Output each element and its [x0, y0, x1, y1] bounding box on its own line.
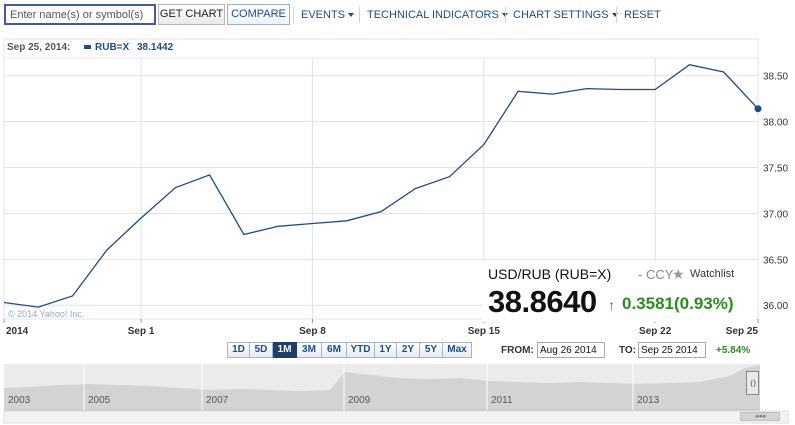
hover-marker	[754, 105, 762, 113]
hover-date: Sep 25, 2014:	[7, 42, 71, 53]
chevron-down-icon	[348, 13, 355, 17]
hover-series-value: 38.1442	[137, 42, 174, 53]
get-chart-button[interactable]: GET CHART	[158, 4, 225, 25]
chart-settings-menu-label: CHART SETTINGS	[513, 9, 609, 21]
quote-ccy: - CCY	[638, 267, 674, 282]
range-button-5y[interactable]: 5Y	[420, 342, 443, 358]
navigator-year-label: 2009	[348, 395, 371, 406]
range-button-ytd[interactable]: YTD	[347, 342, 375, 358]
range-button-5d[interactable]: 5D	[250, 342, 273, 358]
technical-indicators-menu[interactable]: TECHNICAL INDICATORS	[367, 9, 508, 21]
quote-box: USD/RUB (RUB=X) - CCY ★ Watchlist 38.864…	[482, 262, 757, 322]
drag-handle-icon: ⟨⟩	[750, 379, 757, 388]
navigator-year-label: 2003	[8, 395, 31, 406]
arrow-up-icon: ↑	[608, 297, 615, 313]
series-swatch	[84, 45, 91, 49]
y-tick-label: 37.50	[763, 164, 788, 175]
x-tick-label: Sep 22	[639, 326, 672, 337]
reset-button[interactable]: RESET	[624, 9, 661, 21]
range-button-3m[interactable]: 3M	[297, 342, 322, 358]
y-tick-label: 36.50	[763, 255, 788, 266]
x-tick-label: Sep 15	[468, 326, 501, 337]
navigator-scrollbar-thumb[interactable]: ◂◂◂	[740, 412, 780, 421]
y-tick-label: 38.00	[763, 118, 788, 129]
x-tick-label: Sep 1	[128, 326, 155, 337]
range-button-6m[interactable]: 6M	[322, 342, 347, 358]
range-button-2y[interactable]: 2Y	[397, 342, 420, 358]
x-tick-label: Sep 25	[726, 326, 759, 337]
chart-settings-menu[interactable]: CHART SETTINGS	[513, 9, 618, 21]
chart-toolbar: GET CHART COMPARE EVENTS TECHNICAL INDIC…	[0, 0, 795, 30]
range-selector: 1D 5D 1M 3M 6M YTD 1Y 2Y 5Y Max	[227, 342, 472, 358]
y-tick-label: 37.00	[763, 209, 788, 220]
quote-price: 38.8640	[488, 284, 597, 319]
toolbar-divider	[293, 7, 294, 23]
hover-series-label: RUB=X	[95, 42, 130, 53]
star-icon[interactable]: ★	[672, 266, 685, 282]
toolbar-divider	[505, 7, 506, 23]
chevron-down-icon	[611, 13, 618, 17]
navigator-scrollbar-track[interactable]	[3, 410, 789, 424]
y-tick-label: 38.50	[763, 72, 788, 83]
navigator-history-area	[4, 365, 760, 410]
chevron-down-icon	[501, 13, 508, 17]
navigator-year-label: 2013	[637, 395, 660, 406]
from-label: FROM:	[501, 345, 534, 356]
to-label: TO:	[619, 345, 637, 356]
technical-indicators-menu-label: TECHNICAL INDICATORS	[367, 9, 499, 21]
toolbar-divider	[359, 7, 360, 23]
x-tick-label: Sep 8	[299, 326, 326, 337]
range-button-1d[interactable]: 1D	[227, 342, 250, 358]
navigator-year-label: 2007	[206, 395, 229, 406]
navigator-year-label: 2005	[88, 395, 111, 406]
period-percent-change: +5.84%	[716, 345, 751, 356]
x-tick-label: 2014	[6, 326, 29, 337]
toolbar-divider	[616, 7, 617, 23]
range-button-1m[interactable]: 1M	[273, 342, 297, 358]
quote-change: 0.3581(0.93%)	[622, 294, 734, 313]
quote-name: USD/RUB (RUB=X)	[488, 266, 612, 282]
from-date-input[interactable]	[537, 342, 605, 358]
events-menu[interactable]: EVENTS	[301, 9, 355, 21]
y-tick-label: 36.00	[763, 301, 788, 312]
range-button-max[interactable]: Max	[443, 342, 472, 358]
symbol-search-input[interactable]	[4, 4, 156, 25]
events-menu-label: EVENTS	[301, 9, 346, 21]
compare-button[interactable]: COMPARE	[227, 4, 290, 25]
series-line-rub-x	[3, 64, 759, 308]
range-button-1y[interactable]: 1Y	[375, 342, 397, 358]
watchlist-link[interactable]: Watchlist	[690, 268, 735, 280]
navigator-drag-handle[interactable]: ⟨⟩	[746, 371, 759, 395]
copyright-text: © 2014 Yahoo! Inc.	[8, 309, 85, 319]
range-navigator[interactable]	[0, 362, 795, 425]
to-date-input[interactable]	[638, 342, 706, 358]
navigator-year-label: 2011	[491, 395, 513, 406]
